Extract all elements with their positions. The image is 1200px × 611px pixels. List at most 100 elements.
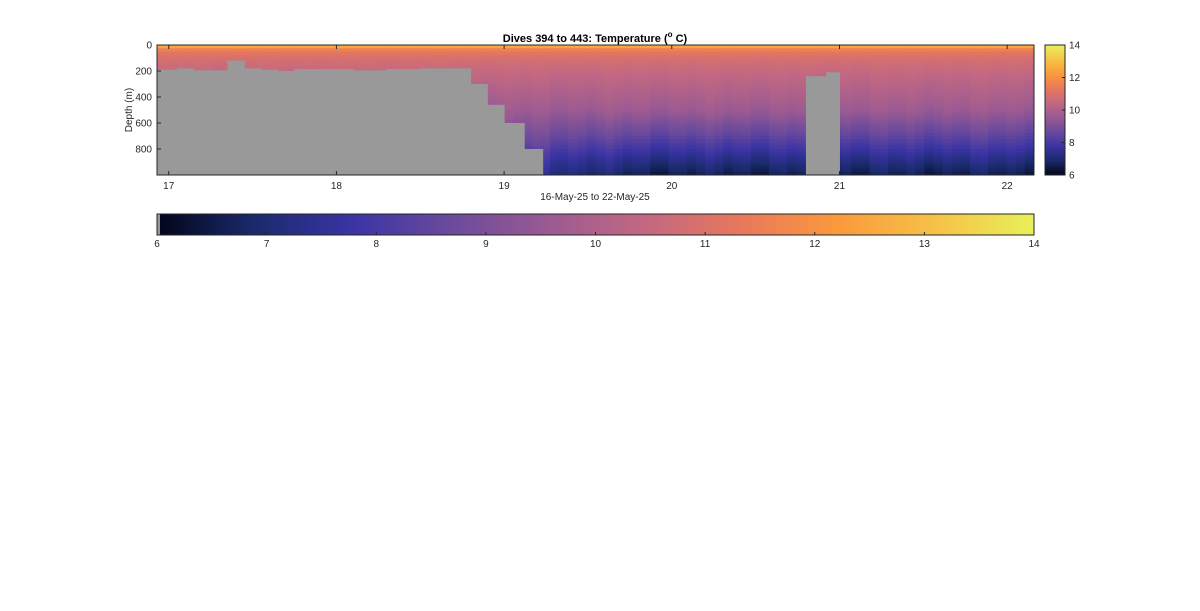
heatmap-cell (449, 48, 460, 53)
heatmap-cell (686, 67, 697, 72)
heatmap-cell (540, 58, 551, 62)
heatmap-cell (741, 90, 752, 95)
heatmap-cell (595, 54, 606, 59)
heatmap-cell (714, 165, 724, 170)
heatmap-cell (641, 149, 651, 153)
heatmap-cell (239, 48, 249, 53)
heatmap-cell (769, 58, 779, 62)
heatmap-cell (787, 100, 798, 105)
heatmap-cell (723, 80, 734, 85)
heatmap-cell (1024, 171, 1034, 175)
heatmap-cell (933, 136, 944, 140)
heatmap-cell (622, 152, 633, 157)
heatmap-cell (659, 171, 670, 175)
heatmap-cell (915, 165, 925, 170)
heatmap-cell (988, 64, 999, 69)
heatmap-cell (157, 48, 167, 53)
heatmap-cell (842, 165, 852, 170)
heatmap-cell (979, 168, 989, 173)
heatmap-cell (769, 129, 779, 134)
heatmap-cell (540, 113, 551, 118)
heatmap-cell (586, 84, 597, 88)
heatmap-cell (796, 51, 807, 56)
heatmap-cell (924, 103, 935, 108)
heatmap-cell (869, 136, 880, 140)
heatmap-cell (659, 142, 670, 147)
heatmap-cell (924, 168, 935, 173)
heatmap-cell (960, 110, 971, 114)
heatmap-cell (741, 119, 752, 124)
heatmap-cell (860, 77, 871, 82)
heatmap-cell (970, 145, 980, 150)
heatmap-cell (1006, 58, 1017, 62)
heatmap-cell (248, 48, 259, 53)
heatmap-cell (723, 84, 734, 88)
heatmap-cell (769, 123, 779, 127)
heatmap-cell (997, 67, 1008, 72)
heatmap-cell (723, 93, 734, 98)
heatmap-cell (805, 74, 816, 79)
heatmap-cell (513, 80, 524, 85)
heatmap-cell (632, 158, 642, 163)
heatmap-cell (220, 48, 231, 53)
heatmap-cell (887, 106, 898, 111)
heatmap-cell (284, 58, 295, 62)
heatmap-cell (960, 103, 971, 108)
heatmap-cell (723, 116, 734, 121)
heatmap-cell (723, 103, 734, 108)
heatmap-cell (622, 103, 633, 108)
heatmap-cell (778, 155, 788, 160)
heatmap-cell (970, 116, 980, 121)
heatmap-cell (805, 54, 816, 59)
heatmap-cell (440, 48, 450, 53)
heatmap-cell (586, 106, 597, 111)
heatmap-cell (440, 54, 450, 59)
heatmap-cell (778, 110, 788, 114)
no-data-block (487, 104, 505, 175)
heatmap-cell (951, 129, 962, 134)
heatmap-cell (668, 106, 679, 111)
heatmap-cell (522, 74, 533, 79)
heatmap-cell (759, 158, 770, 163)
heatmap-cell (714, 51, 724, 56)
heatmap-cell (641, 145, 651, 150)
heatmap-cell (723, 106, 734, 111)
heatmap-cell (723, 123, 734, 127)
heatmap-cell (549, 168, 560, 173)
heatmap-cell (842, 93, 852, 98)
heatmap-cell (1006, 152, 1017, 157)
heatmap-cell (988, 51, 999, 56)
no-data-block (826, 72, 840, 175)
heatmap-cell (787, 80, 798, 85)
heatmap-cell (906, 110, 916, 114)
heatmap-cell (887, 77, 898, 82)
side-colorbar-tick-label: 6 (1069, 171, 1075, 182)
heatmap-cell (604, 103, 615, 108)
heatmap-cell (951, 48, 962, 53)
no-data-block (504, 123, 525, 175)
heatmap-cell (495, 58, 505, 62)
heatmap-cell (339, 51, 350, 56)
heatmap-cell (558, 129, 569, 134)
heatmap-cell (970, 97, 980, 101)
heatmap-cell (604, 142, 615, 147)
heatmap-cell (951, 171, 962, 175)
heatmap-cell (778, 152, 788, 157)
heatmap-cell (988, 45, 999, 49)
heatmap-cell (814, 45, 825, 49)
heatmap-cell (750, 168, 761, 173)
heatmap-cell (759, 61, 770, 66)
heatmap-cell (988, 54, 999, 59)
heatmap-cell (878, 171, 889, 175)
heatmap-cell (878, 162, 889, 166)
heatmap-cell (759, 87, 770, 92)
heatmap-cell (878, 119, 889, 124)
heatmap-cell (504, 113, 514, 118)
heatmap-cell (970, 48, 980, 53)
heatmap-cell (659, 165, 670, 170)
heatmap-cell (887, 58, 898, 62)
heatmap-cell (732, 152, 743, 157)
heatmap-cell (960, 155, 971, 160)
heatmap-cell (896, 165, 907, 170)
heatmap-cell (741, 48, 752, 53)
